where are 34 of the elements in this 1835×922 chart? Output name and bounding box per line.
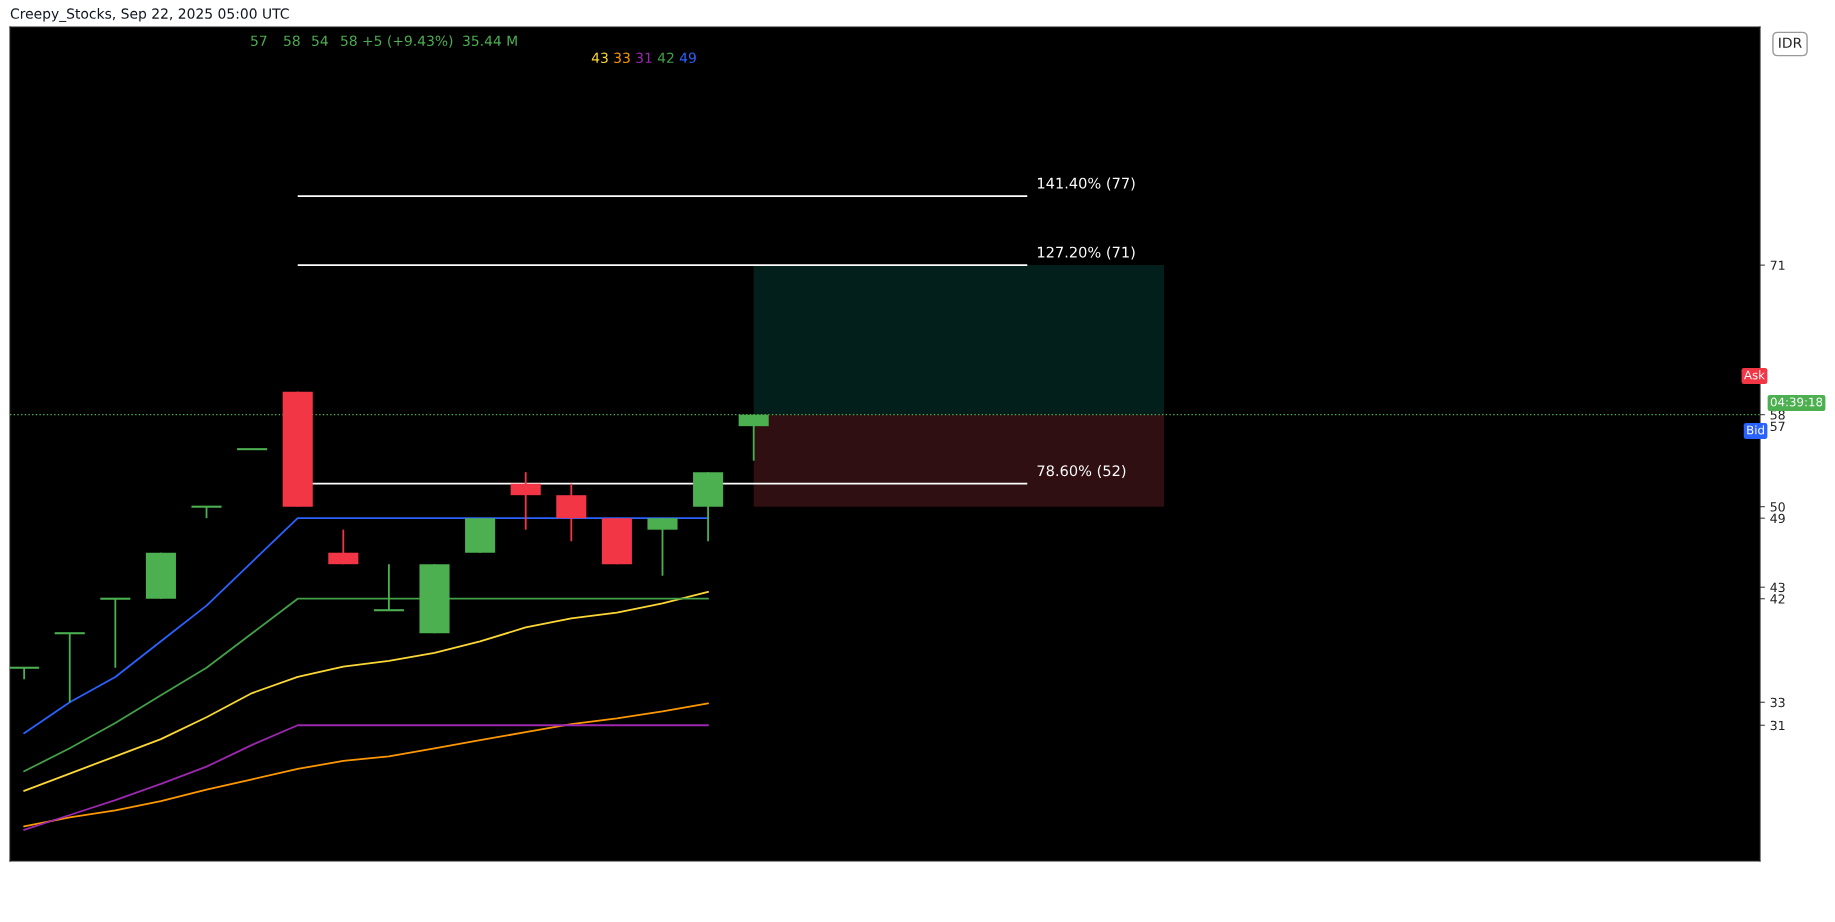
annotation: 31 [636, 52, 652, 64]
annotation: 57 [251, 35, 267, 47]
candlestick [10, 666, 41, 681]
chart-title: Creepy_Stocks, Sep 22, 2025 05:00 UTC [10, 8, 289, 22]
annotation: Ask [1744, 370, 1765, 380]
annotation: 58 [284, 35, 300, 47]
y-tick-label: 57 [1770, 421, 1785, 432]
annotation: 43 [591, 52, 608, 64]
ref-line-label: 78.60% (52) [1037, 464, 1126, 478]
annotation: 42 [657, 52, 674, 63]
candlestick [372, 563, 405, 612]
annotation: +5 (+9.43%) [363, 35, 453, 48]
text: 04:39:18 [1770, 397, 1823, 407]
ref-line-label: 141.40% (77) [1037, 177, 1135, 191]
y-tick-label: 71 [1770, 260, 1785, 270]
text: IDR [1779, 37, 1802, 48]
candlestick [53, 632, 86, 704]
annotation: Bid [1747, 425, 1764, 435]
y-tick-label: 43 [1770, 582, 1785, 593]
candlestick [99, 597, 132, 669]
annotation: 33 [614, 52, 630, 64]
y-tick-label: 31 [1770, 720, 1785, 731]
y-tick-label: 42 [1770, 594, 1785, 604]
y-tick-label: 49 [1770, 513, 1785, 524]
y-tick-label: 50 [1770, 502, 1785, 512]
line-series [23, 702, 709, 828]
annotation: 49 [679, 52, 696, 64]
line-series [23, 724, 709, 831]
line-series [23, 517, 709, 735]
y-tick-label: 33 [1770, 697, 1785, 708]
annotation: 35.44 M [463, 35, 517, 47]
annotation: 58 [341, 35, 357, 47]
annotation: 54 [312, 35, 328, 47]
ref-line-label: 127.20% (71) [1037, 246, 1135, 260]
